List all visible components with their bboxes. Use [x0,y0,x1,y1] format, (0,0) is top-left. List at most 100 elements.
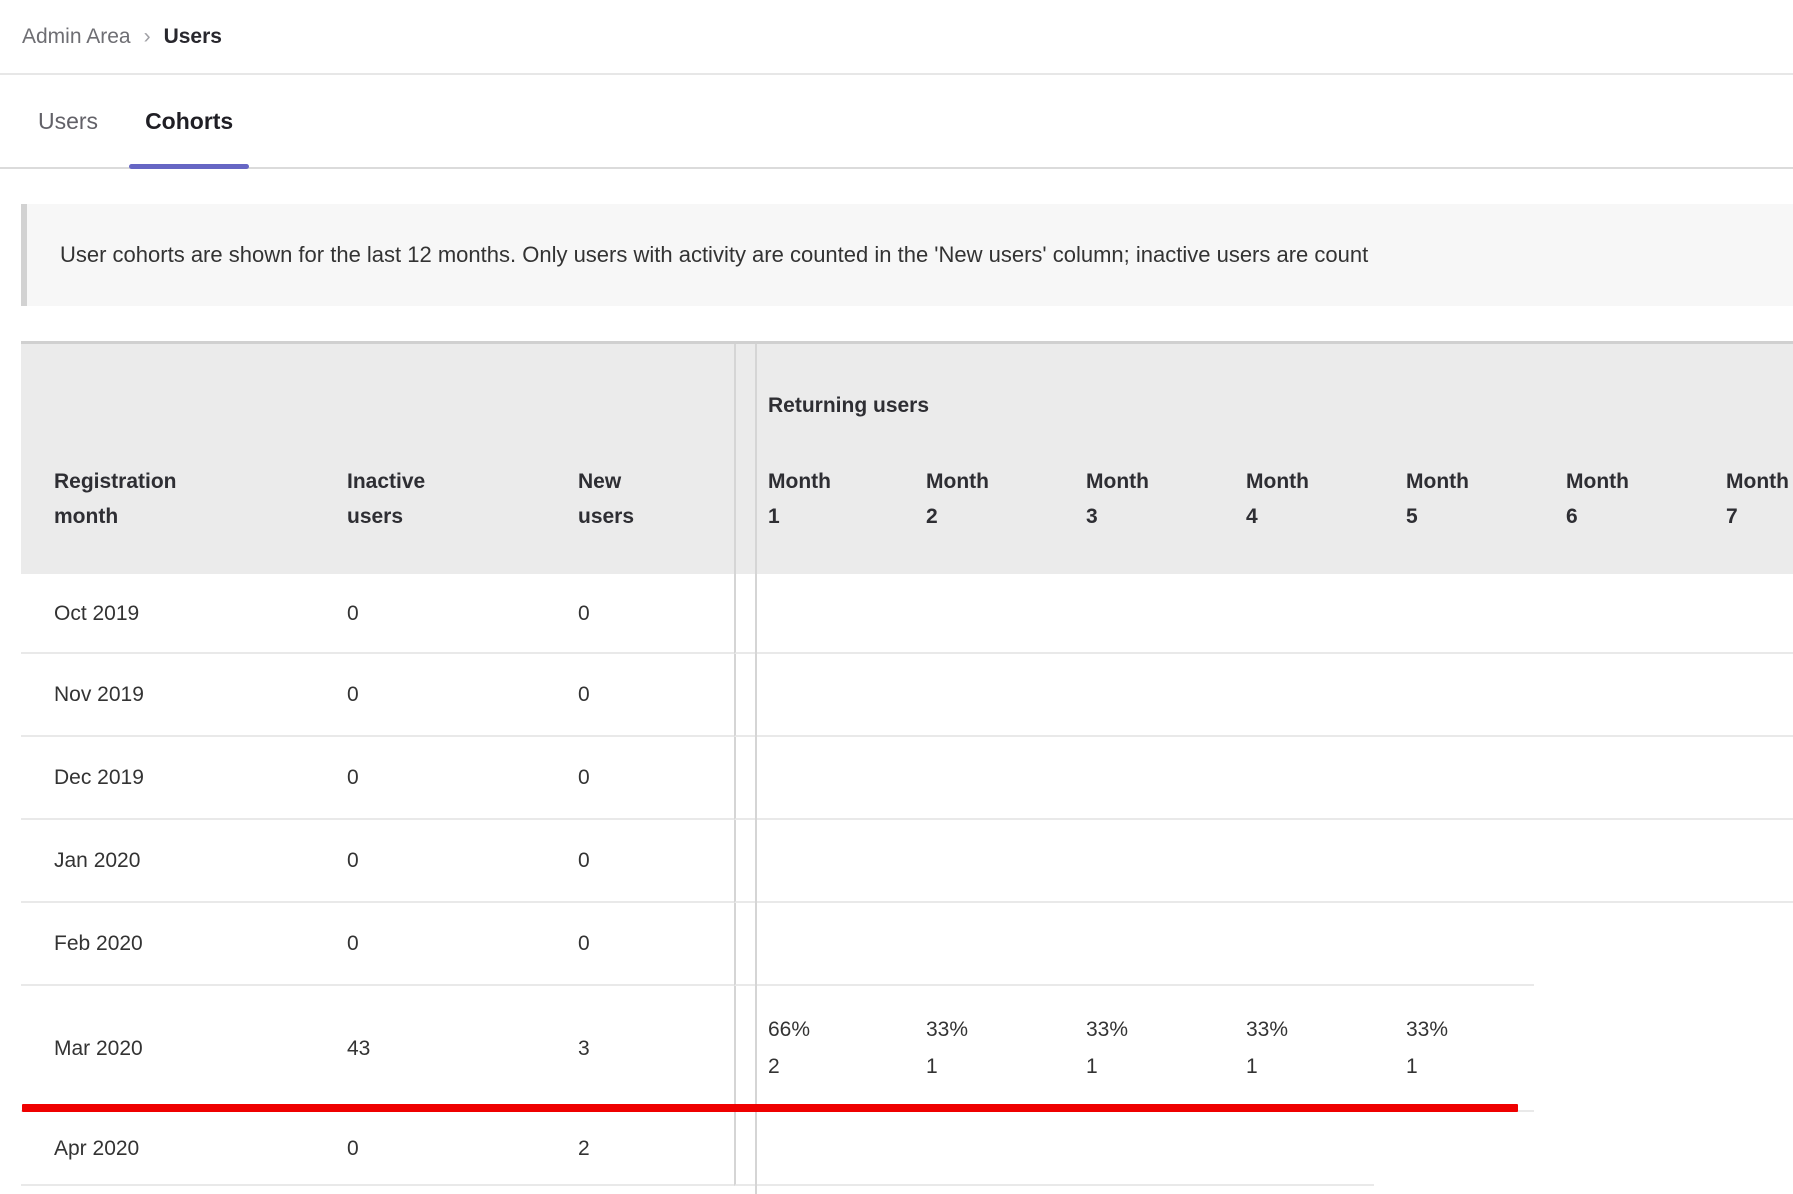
cell-new-users: 0 [545,903,734,986]
cell-month-1: 66% 2 [734,986,894,1112]
group-header-spacer [21,344,734,440]
cell-month-2: 33% 1 [894,986,1054,1112]
cell-new-users: 2 [545,1112,734,1186]
cell-new-users: 0 [545,574,734,654]
cell-month-2 [894,903,1054,986]
returning-users-group-header: Returning users [734,344,1793,440]
cell-registration-month: Jan 2020 [21,820,314,903]
cell-month-7 [1694,820,1793,903]
cell-month-7 [1694,574,1793,654]
cell-month-3 [1054,654,1214,737]
cell-month-4 [1214,737,1374,820]
cell-month-2 [894,820,1054,903]
cell-month-7 [1694,737,1793,820]
cell-new-users: 0 [545,737,734,820]
table-row: Apr 2020 0 2 [21,1112,1793,1186]
col-registration-month: Registration month [21,440,314,574]
col-month-6: Month 6 [1534,440,1694,574]
col-new-users: New users [545,440,734,574]
cell-month-4 [1214,903,1374,986]
cell-new-users: 0 [545,820,734,903]
cell-month-1 [734,903,894,986]
col-month-2: Month 2 [894,440,1054,574]
cell-inactive-users: 0 [314,654,545,737]
table-row: Nov 2019 0 0 [21,654,1793,737]
cell-inactive-users: 0 [314,737,545,820]
cell-month-5 [1374,820,1534,903]
cell-month-2 [894,1112,1054,1186]
cell-month-6 [1534,903,1694,986]
cell-inactive-users: 0 [314,903,545,986]
cell-month-3: 33% 1 [1054,986,1214,1112]
table-row: Jan 2020 0 0 [21,820,1793,903]
cell-month-5: 33% 1 [1374,986,1534,1112]
banner-text: User cohorts are shown for the last 12 m… [60,242,1369,267]
cell-month-7 [1694,1112,1793,1186]
cell-month-1 [734,820,894,903]
cell-month-6 [1534,820,1694,903]
col-month-1: Month 1 [734,440,894,574]
col-month-7: Month 7 [1694,440,1793,574]
cell-registration-month: Apr 2020 [21,1112,314,1186]
cell-month-4 [1214,820,1374,903]
cell-month-6 [1534,986,1694,1112]
cell-month-5 [1374,737,1534,820]
tab-cohorts[interactable]: Cohorts [129,75,250,169]
col-month-5: Month 5 [1374,440,1534,574]
cohorts-info-banner: User cohorts are shown for the last 12 m… [21,204,1793,306]
breadcrumb-chevron-icon: › [143,24,151,48]
cell-month-5 [1374,654,1534,737]
cell-month-3 [1054,737,1214,820]
cell-month-6 [1534,737,1694,820]
col-month-3: Month 3 [1054,440,1214,574]
cell-inactive-users: 0 [314,820,545,903]
breadcrumb-admin-area[interactable]: Admin Area [22,24,131,48]
cell-month-3 [1054,903,1214,986]
cell-month-3 [1054,820,1214,903]
col-inactive-users: Inactive users [314,440,545,574]
cell-new-users: 0 [545,654,734,737]
cell-month-1 [734,737,894,820]
table-row: Dec 2019 0 0 [21,737,1793,820]
cell-month-5 [1374,574,1534,654]
cell-month-2 [894,737,1054,820]
cohorts-table: Returning users Registration month Inact… [21,344,1793,1186]
tabs-bar: Users Cohorts [0,75,1793,169]
cell-month-4 [1214,1112,1374,1186]
cell-month-1 [734,1112,894,1186]
table-row: Mar 2020 43 3 66% 2 33% 1 33% 1 33% 1 33% 1 [21,986,1793,1112]
group-header-row: Returning users [21,344,1793,440]
cell-month-6 [1534,654,1694,737]
cell-month-5 [1374,1112,1534,1186]
breadcrumb-users: Users [163,24,222,48]
cell-month-2 [894,574,1054,654]
cell-registration-month: Feb 2020 [21,903,314,986]
cell-month-6 [1534,1112,1694,1186]
cell-inactive-users: 43 [314,986,545,1112]
cell-month-4 [1214,654,1374,737]
cell-registration-month: Oct 2019 [21,574,314,654]
cell-month-7 [1694,654,1793,737]
cell-registration-month: Dec 2019 [21,737,314,820]
column-header-row: Registration month Inactive users New us… [21,440,1793,574]
cell-month-3 [1054,574,1214,654]
cell-month-4 [1214,574,1374,654]
tab-users[interactable]: Users [38,107,99,134]
cell-registration-month: Nov 2019 [21,654,314,737]
cell-registration-month: Mar 2020 [21,986,314,1112]
cell-month-2 [894,654,1054,737]
cell-new-users: 3 [545,986,734,1112]
cell-month-4: 33% 1 [1214,986,1374,1112]
table-row: Oct 2019 0 0 [21,574,1793,654]
cell-month-5 [1374,903,1534,986]
red-annotation-line [22,1104,1518,1112]
cell-month-3 [1054,1112,1214,1186]
cell-month-7 [1694,903,1793,986]
cell-month-6 [1534,574,1694,654]
cell-inactive-users: 0 [314,574,545,654]
cell-month-1 [734,574,894,654]
col-month-4: Month 4 [1214,440,1374,574]
cell-inactive-users: 0 [314,1112,545,1186]
cohorts-table-wrap: Returning users Registration month Inact… [21,341,1793,1186]
cell-month-7 [1694,986,1793,1112]
